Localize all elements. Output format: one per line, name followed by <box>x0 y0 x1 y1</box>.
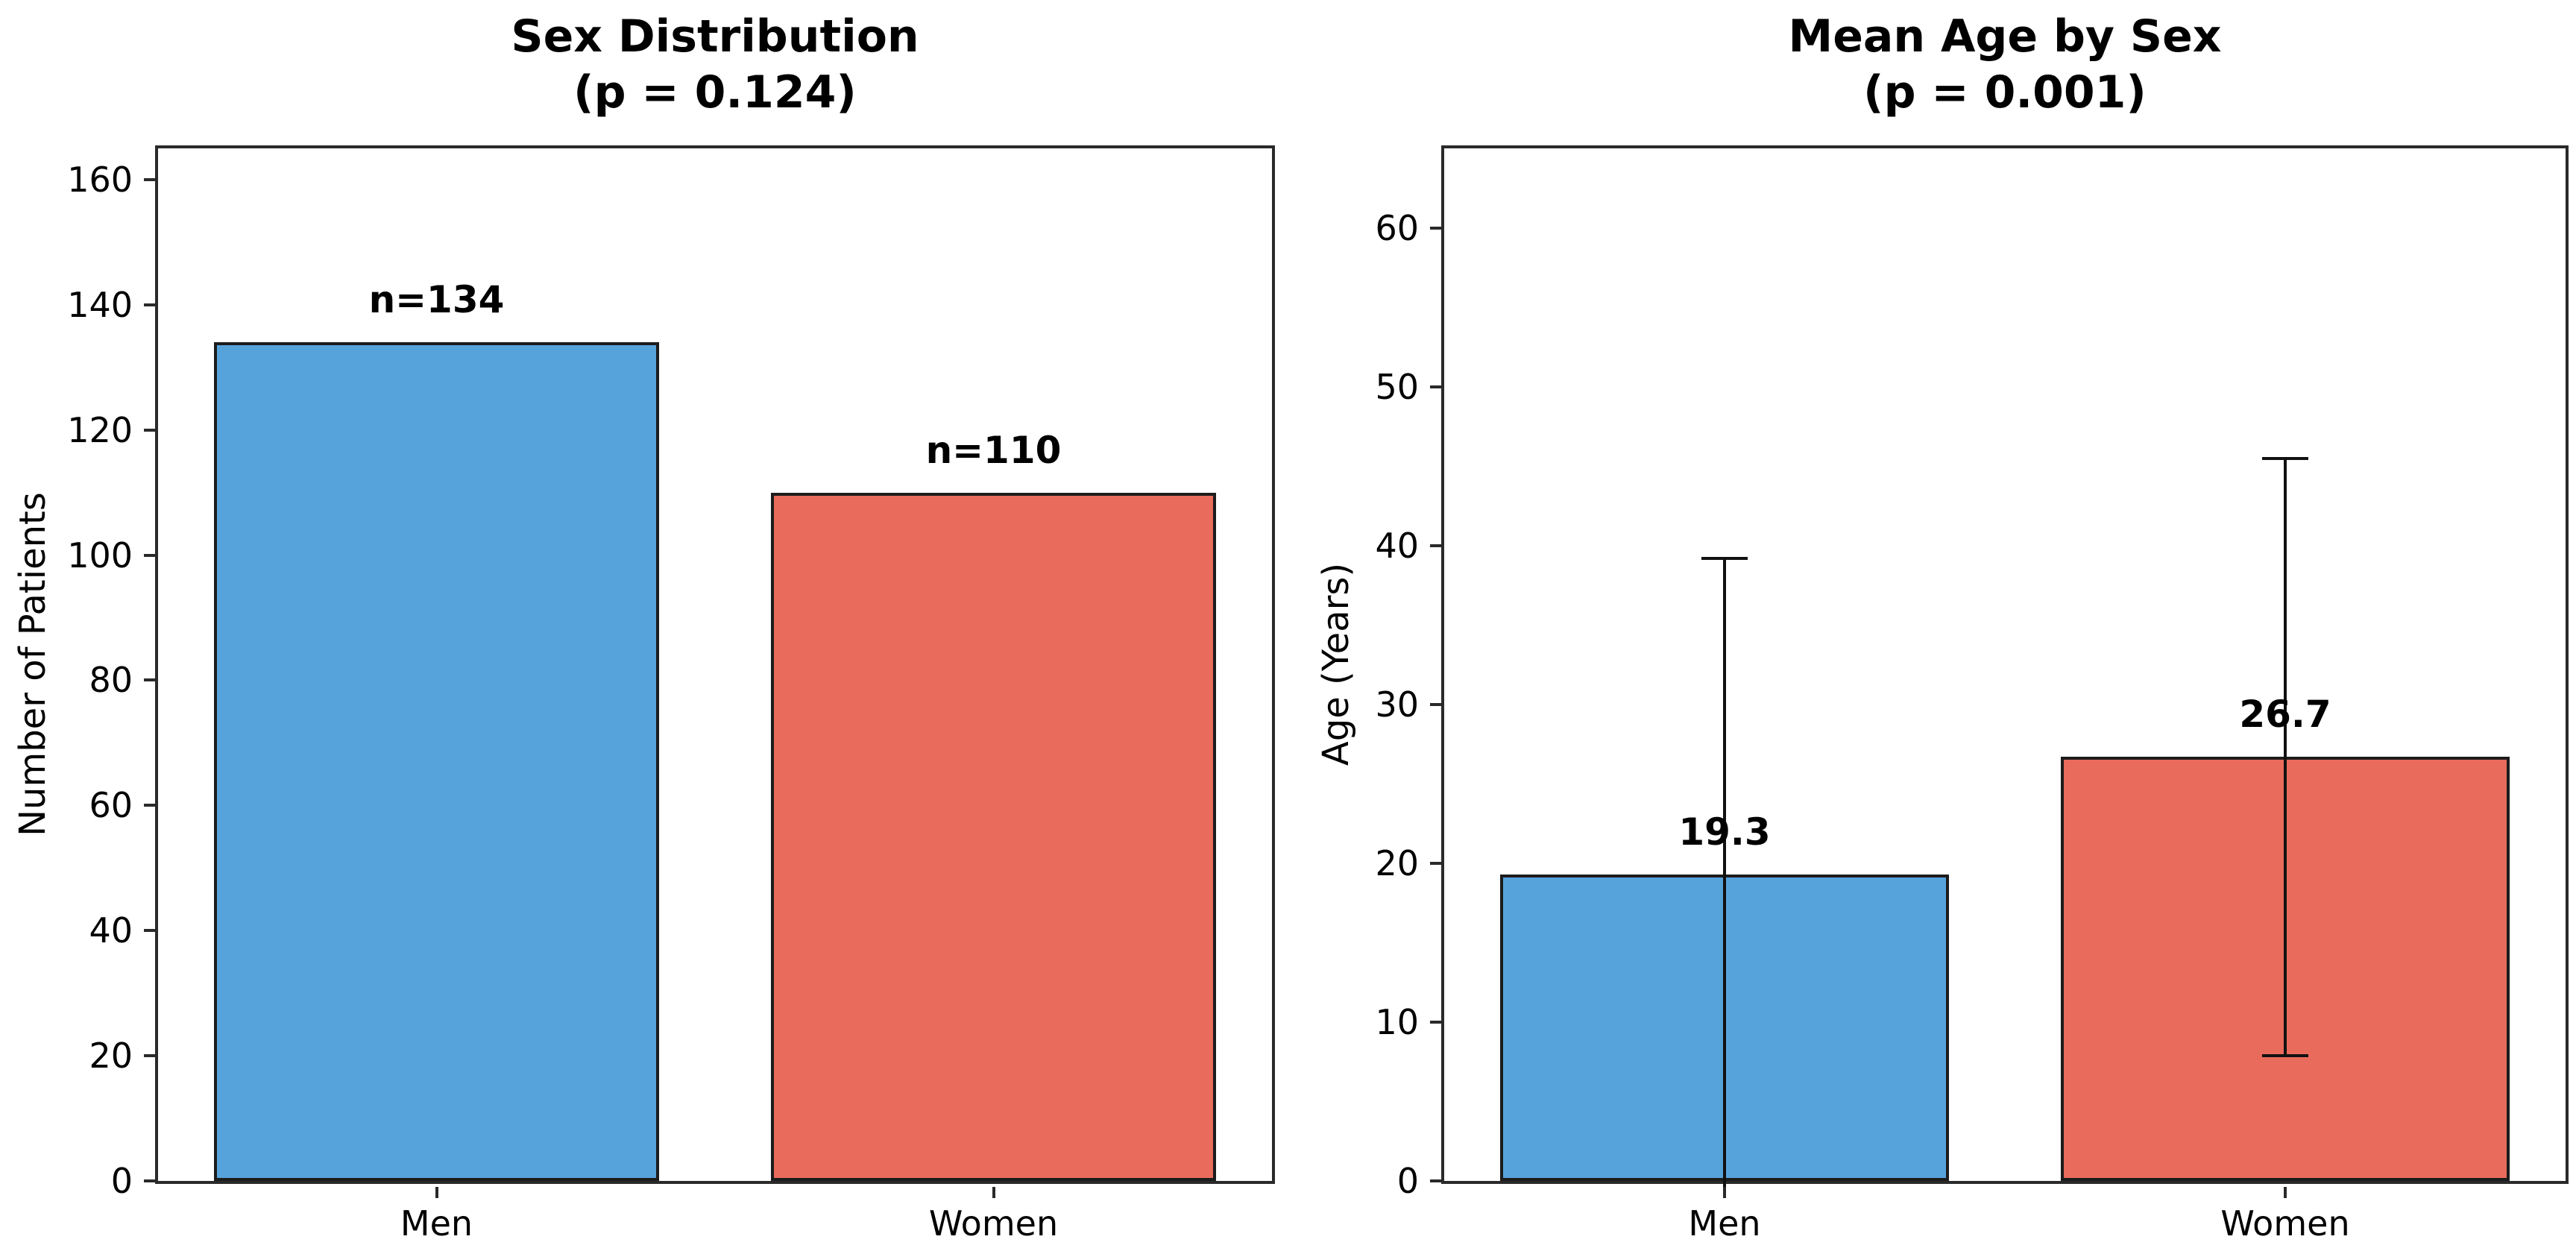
y-tick-mark <box>144 1054 155 1058</box>
y-tick-label: 140 <box>67 284 133 325</box>
chart2-title: Mean Age by Sex (p = 0.001) <box>1441 9 2569 121</box>
chart1-plot-area: 0 20 40 60 80 100 120 140 160 n=134 Men n=110 Women <box>67 145 1275 1244</box>
x-tick-mark <box>992 1187 995 1198</box>
chart1-title-line1: Sex Distribution <box>511 10 919 63</box>
y-tick-label: 160 <box>67 159 133 200</box>
y-tick-label: 10 <box>1375 1001 1419 1042</box>
y-tick-mark <box>1430 1179 1441 1182</box>
error-bar-line <box>1723 558 1726 1191</box>
x-tick-label-men: Men <box>1688 1203 1761 1244</box>
chart2-title-line2: (p = 0.001) <box>1863 66 2147 119</box>
y-tick-label: 40 <box>89 910 133 951</box>
y-tick-mark <box>144 929 155 933</box>
y-tick-mark <box>1430 543 1441 547</box>
y-tick-label: 20 <box>89 1036 133 1077</box>
bar-value-label: 26.7 <box>2239 693 2331 737</box>
y-tick-label: 80 <box>89 660 133 701</box>
y-tick-label: 30 <box>1375 684 1419 725</box>
y-tick-label: 40 <box>1375 525 1419 566</box>
y-tick-label: 60 <box>1375 207 1419 248</box>
y-tick-label: 50 <box>1375 366 1419 407</box>
error-bar-line <box>2284 458 2287 1056</box>
error-bar-cap-bottom <box>2262 1053 2308 1057</box>
x-tick-label-women: Women <box>928 1203 1059 1244</box>
error-bar-cap-top <box>1701 556 1748 560</box>
y-tick-mark <box>144 678 155 682</box>
bar-value-label: n=134 <box>368 278 505 322</box>
chart1-title: Sex Distribution (p = 0.124) <box>155 9 1275 121</box>
y-tick-mark <box>144 553 155 557</box>
x-tick-mark <box>1723 1187 1726 1198</box>
error-bar-cap-top <box>2262 456 2308 460</box>
y-tick-mark <box>144 303 155 306</box>
x-tick-mark <box>435 1187 438 1198</box>
y-tick-mark <box>1430 385 1441 388</box>
x-tick-mark <box>2284 1187 2287 1198</box>
y-tick-label: 0 <box>110 1161 133 1201</box>
y-tick-mark <box>1430 702 1441 706</box>
y-tick-mark <box>144 804 155 807</box>
chart1-title-line2: (p = 0.124) <box>573 66 857 119</box>
y-tick-mark <box>1430 226 1441 230</box>
y-tick-label: 60 <box>89 785 133 826</box>
bar-men <box>213 342 660 1181</box>
y-tick-mark <box>144 1179 155 1182</box>
chart1-y-axis-label: Number of Patients <box>12 492 54 836</box>
chart2-plot-area: 0 10 20 30 40 50 60 19.3 Men 26.7 Women <box>1375 145 2569 1244</box>
y-tick-mark <box>144 177 155 181</box>
y-tick-mark <box>1430 1020 1441 1024</box>
y-tick-label: 100 <box>67 535 133 576</box>
bar-women <box>770 492 1217 1181</box>
x-tick-label-men: Men <box>400 1203 473 1244</box>
x-tick-label-women: Women <box>2220 1203 2350 1244</box>
y-tick-label: 0 <box>1396 1161 1419 1201</box>
y-tick-mark <box>144 428 155 432</box>
chart2-title-line1: Mean Age by Sex <box>1788 10 2222 63</box>
y-tick-label: 120 <box>67 409 133 450</box>
bar-value-label: n=110 <box>925 428 1062 472</box>
y-tick-mark <box>1430 861 1441 865</box>
bar-value-label: 19.3 <box>1678 810 1771 854</box>
chart2-y-axis-label: Age (Years) <box>1315 562 1357 766</box>
y-tick-label: 20 <box>1375 842 1419 883</box>
